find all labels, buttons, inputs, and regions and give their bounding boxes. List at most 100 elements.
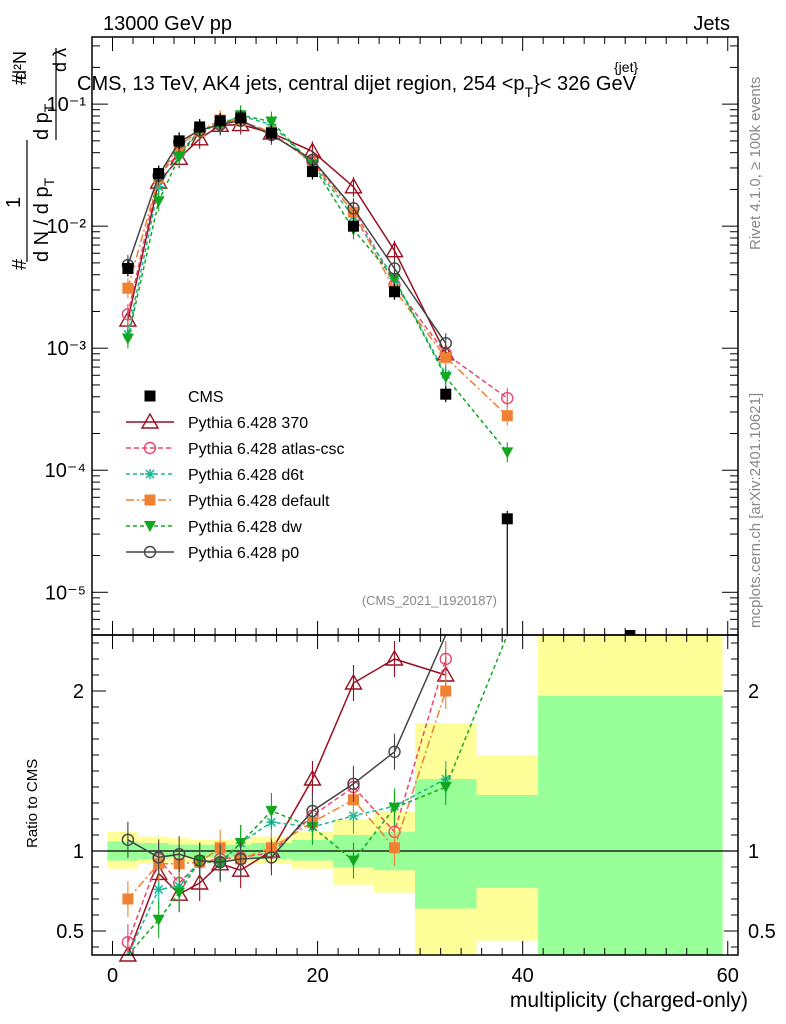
- cms-data-point: [194, 121, 206, 133]
- series-marker: [173, 151, 186, 163]
- legend-label: Pythia 6.428 p0: [188, 545, 299, 562]
- ratio-marker: [152, 851, 165, 864]
- y-tick-label: 10⁻¹: [47, 94, 87, 116]
- ratio-uncertainty-bands: [92, 635, 738, 955]
- ratio-tick-label: 1: [73, 841, 84, 863]
- legend-marker: [143, 545, 157, 559]
- legend-item: Pythia 6.428 d6t: [126, 467, 304, 484]
- x-tick-label: 40: [512, 965, 534, 987]
- ratio-marker: [440, 685, 452, 697]
- cms-data-point: [388, 286, 400, 298]
- ylabel-dn-text: d N / d p: [31, 186, 53, 262]
- ratio-marker: [306, 804, 319, 818]
- ylabel-dpt-sub: T: [41, 103, 57, 112]
- y-tick-label: 10⁻³: [47, 338, 87, 360]
- ratio-tick-label-right: 0.5: [748, 921, 776, 943]
- ratio-marker: [265, 851, 278, 864]
- ratio-marker: [347, 855, 360, 867]
- series-marker: [122, 282, 134, 294]
- ratio-marker: [265, 806, 278, 817]
- ratio-marker: [439, 782, 452, 793]
- ylabel-dpt-text: d p: [31, 112, 53, 140]
- x-axis-label: multiplicity (charged-only): [510, 989, 748, 1012]
- ratio-marker: [152, 914, 165, 926]
- ratio-marker: [172, 848, 186, 861]
- x-tick-label: 60: [717, 965, 739, 987]
- ratio-marker: [121, 936, 135, 949]
- legend-item: Pythia 6.428 p0: [126, 545, 299, 562]
- ratio-marker: [385, 649, 404, 666]
- series-marker: [388, 273, 401, 285]
- cms-data-point: [501, 513, 513, 525]
- ylabel-dn-sub: T: [41, 177, 57, 186]
- ratio-marker: [190, 873, 209, 890]
- band-green: [538, 695, 723, 955]
- series-marker: [265, 116, 278, 128]
- analysis-id-label: (CMS_2021_I1920187): [362, 593, 497, 608]
- header-energy: 13000 GeV pp: [103, 13, 232, 35]
- series-marker: [501, 391, 514, 405]
- ratio-line-1: [127, 658, 447, 943]
- series-marker: [121, 333, 134, 345]
- x-tick-label: 0: [107, 965, 118, 987]
- legend-label: Pythia 6.428 d6t: [188, 467, 304, 484]
- series-marker: [190, 129, 209, 146]
- legend-marker: [144, 521, 156, 532]
- cms-data-point: [440, 388, 452, 400]
- axis-ticks: [92, 37, 738, 955]
- ratio-line-2: [127, 778, 447, 956]
- legend-marker: [144, 494, 156, 506]
- ylabel-dpt: d pT: [31, 103, 57, 140]
- ylabel-one: 1: [3, 197, 25, 208]
- series-line-4: [127, 114, 508, 453]
- ratio-tick-label: 0.5: [56, 921, 84, 943]
- series-marker: [385, 241, 404, 258]
- ratio-marker: [153, 884, 164, 895]
- cms-data-point: [153, 168, 165, 180]
- legend-label: CMS: [188, 389, 224, 406]
- tick-labels: 0 20 40 60 10⁻¹ 10⁻² 10⁻³ 10⁻⁴ 10⁻⁵ 0.5 0.5 1 1 2 2: [45, 94, 776, 987]
- band-green: [476, 795, 539, 888]
- top-y-axis-label: # 1 d N / d pT # d pT d²N d λ: [3, 48, 70, 270]
- y-tick-label: 10⁻⁴: [45, 460, 86, 482]
- legend-item: CMS: [144, 389, 224, 406]
- ratio-marker: [234, 852, 247, 866]
- series-marker: [501, 447, 514, 459]
- ratio-tick-label-right: 1: [748, 841, 759, 863]
- legend-marker: [145, 469, 155, 479]
- legend-label: Pythia 6.428 dw: [188, 519, 302, 536]
- ylabel-d2n: d²N: [10, 51, 30, 80]
- ratio-marker: [388, 745, 401, 758]
- cms-overflow-marker: [625, 630, 636, 635]
- series-marker: [439, 372, 452, 384]
- legend-item: Pythia 6.428 370: [126, 412, 308, 432]
- ratio-tick-label-right: 2: [748, 681, 759, 703]
- ylabel-hash-2: #: [9, 73, 31, 85]
- cms-data-point: [173, 135, 185, 147]
- series-marker: [388, 262, 401, 275]
- legend-label: Pythia 6.428 370: [188, 415, 308, 432]
- cms-data-point: [347, 220, 359, 232]
- series-marker: [152, 196, 165, 208]
- series-marker: [439, 336, 452, 350]
- ratio-line-4: [127, 634, 508, 956]
- ratio-marker: [347, 777, 360, 790]
- star-stroke: [154, 884, 164, 894]
- ratio-line-3: [127, 690, 447, 900]
- series-marker: [501, 410, 513, 422]
- ratio-marker: [118, 945, 138, 962]
- series-marker: [347, 202, 360, 215]
- ratio-panel-series: [118, 634, 508, 962]
- ratio-tick-label: 2: [73, 681, 84, 703]
- ratio-marker: [122, 893, 134, 905]
- legend-label: Pythia 6.428 atlas-csc: [188, 441, 345, 458]
- plot-title-sup: {jet}: [614, 59, 638, 75]
- series-line-2: [127, 115, 447, 375]
- ratio-marker: [121, 833, 135, 846]
- legend-item: Pythia 6.428 dw: [126, 519, 302, 536]
- plot-title-sub: T: [525, 84, 534, 100]
- ratio-y-axis-label: Ratio to CMS: [24, 759, 41, 848]
- legend-item: Pythia 6.428 default: [126, 493, 330, 510]
- legend-marker: [144, 390, 156, 402]
